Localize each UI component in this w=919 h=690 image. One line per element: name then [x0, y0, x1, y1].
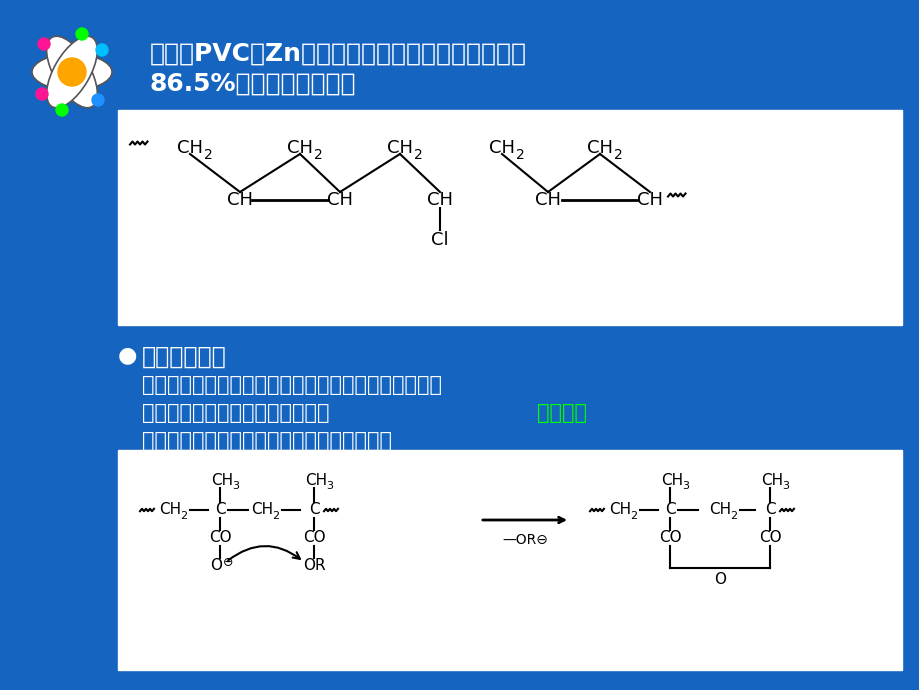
Text: CH: CH	[426, 191, 452, 209]
Text: 2: 2	[730, 511, 737, 521]
Text: 2: 2	[272, 511, 279, 521]
Text: CH: CH	[159, 502, 181, 518]
Text: —OR⊖: —OR⊖	[502, 533, 548, 547]
Text: 未反应基团的活性，这种影响称为: 未反应基团的活性，这种影响称为	[142, 403, 329, 423]
Text: 3: 3	[326, 481, 333, 491]
Text: ⊖: ⊖	[222, 555, 233, 569]
Text: CH: CH	[287, 139, 312, 157]
FancyBboxPatch shape	[118, 110, 901, 325]
Text: CH: CH	[660, 473, 682, 488]
Text: CH: CH	[326, 191, 353, 209]
Text: 2: 2	[515, 148, 524, 162]
Text: CO: CO	[209, 531, 231, 546]
Text: 86.5%，与实验结果相符: 86.5%，与实验结果相符	[150, 72, 357, 96]
Text: CH: CH	[586, 139, 612, 157]
Text: OR: OR	[302, 558, 325, 573]
FancyArrowPatch shape	[228, 546, 300, 560]
Text: CH: CH	[227, 191, 253, 209]
Text: CH: CH	[608, 502, 630, 518]
Text: C: C	[214, 502, 225, 518]
Text: CH: CH	[251, 502, 273, 518]
Text: 邻近基团效应: 邻近基团效应	[142, 345, 226, 369]
Text: CH: CH	[489, 139, 515, 157]
Circle shape	[76, 28, 88, 40]
Text: C: C	[309, 502, 319, 518]
Text: CH: CH	[176, 139, 203, 157]
Circle shape	[56, 104, 68, 116]
Text: CH: CH	[535, 191, 561, 209]
Circle shape	[92, 94, 104, 106]
Text: 3: 3	[233, 481, 239, 491]
Text: ●: ●	[118, 345, 137, 365]
Circle shape	[38, 38, 50, 50]
Text: Cl: Cl	[431, 231, 448, 249]
Text: CO: CO	[758, 531, 780, 546]
Text: 2: 2	[180, 511, 187, 521]
Text: C: C	[764, 502, 775, 518]
Text: CH: CH	[760, 473, 782, 488]
FancyBboxPatch shape	[118, 450, 901, 670]
Text: 例如，PVC与Zn粉共热脱氯，按几率计算只能达到: 例如，PVC与Zn粉共热脱氯，按几率计算只能达到	[150, 42, 527, 66]
Text: CO: CO	[658, 531, 681, 546]
Text: C: C	[664, 502, 675, 518]
Circle shape	[58, 58, 85, 86]
Text: CH: CH	[304, 473, 327, 488]
Text: 如聚甲基丙烯酸酯类碱性水解有自动催化作用: 如聚甲基丙烯酸酯类碱性水解有自动催化作用	[142, 431, 391, 451]
Text: CH: CH	[709, 502, 731, 518]
Text: CH: CH	[387, 139, 413, 157]
Text: O: O	[210, 558, 221, 573]
Text: 2: 2	[613, 148, 621, 162]
Text: 2: 2	[313, 148, 322, 162]
Ellipse shape	[32, 54, 112, 90]
Text: 2: 2	[414, 148, 422, 162]
Text: 邻基效应: 邻基效应	[537, 403, 586, 423]
Text: O: O	[713, 573, 725, 587]
Text: 2: 2	[203, 148, 212, 162]
Text: CH: CH	[210, 473, 233, 488]
Ellipse shape	[47, 36, 97, 108]
Text: 3: 3	[682, 481, 688, 491]
Text: 3: 3	[782, 481, 789, 491]
Text: 高分子链上的邻近基团，包括反应后的基团都可以改变: 高分子链上的邻近基团，包括反应后的基团都可以改变	[142, 375, 441, 395]
Text: CH: CH	[636, 191, 663, 209]
Text: 2: 2	[630, 511, 637, 521]
Text: CO: CO	[302, 531, 325, 546]
Circle shape	[96, 44, 108, 56]
Ellipse shape	[47, 36, 97, 108]
Circle shape	[36, 88, 48, 100]
